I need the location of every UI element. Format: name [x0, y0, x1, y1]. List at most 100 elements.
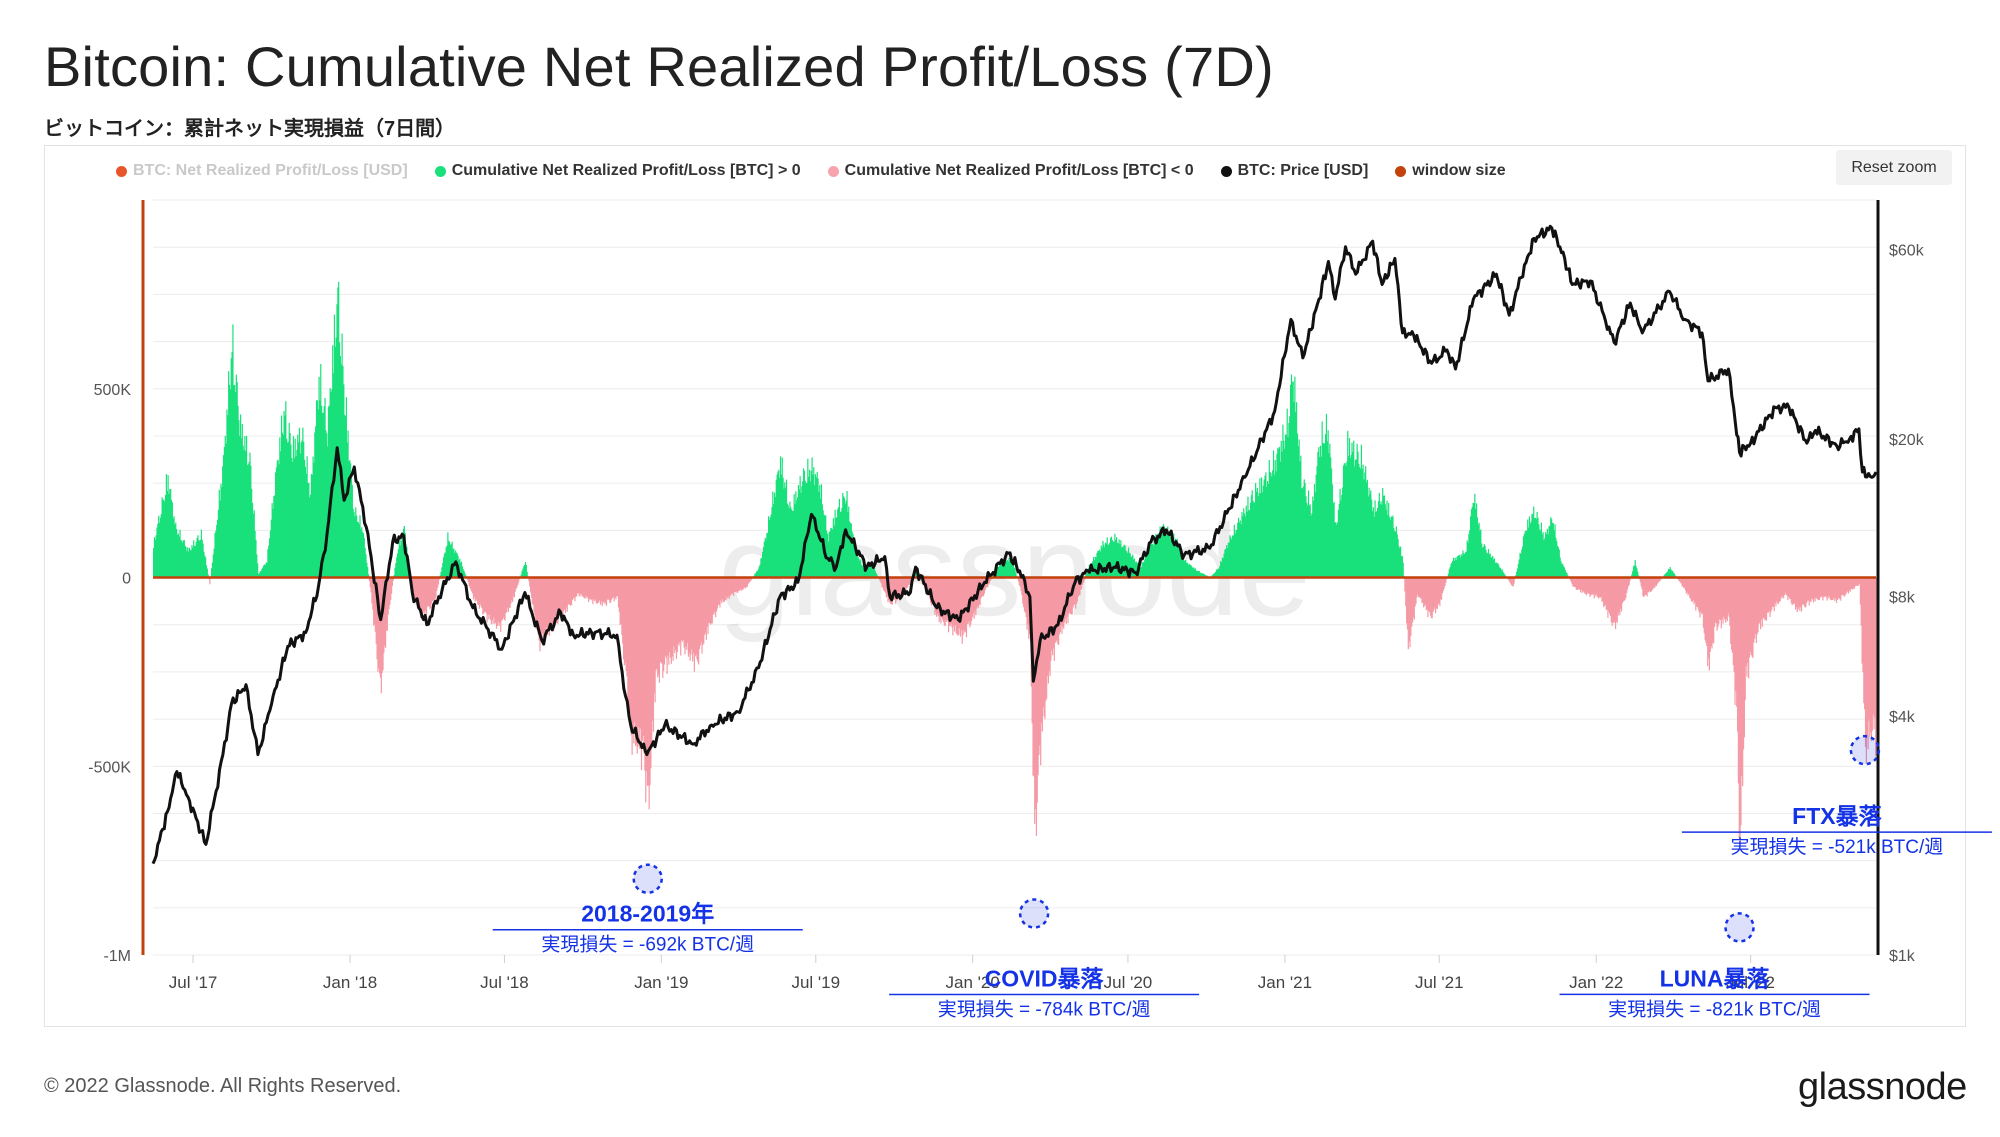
bar — [716, 577, 719, 609]
bar — [330, 392, 332, 578]
bar — [1559, 557, 1561, 578]
bar — [428, 577, 430, 607]
bar — [1870, 577, 1872, 733]
bar — [953, 577, 955, 626]
bar — [1338, 504, 1340, 578]
bar — [514, 577, 516, 592]
bar — [844, 503, 846, 578]
bar — [1465, 551, 1467, 578]
bar — [1670, 569, 1672, 578]
bar — [1409, 577, 1411, 648]
bar — [178, 536, 180, 578]
reset-zoom-button[interactable]: Reset zoom — [1836, 150, 1952, 185]
bar — [1429, 577, 1432, 616]
bar — [838, 498, 840, 578]
bar — [1572, 577, 1574, 587]
bar — [203, 551, 205, 578]
legend-item-positive[interactable]: Cumulative Net Realized Profit/Loss [BTC… — [434, 162, 801, 180]
legend-item-usd-pnl[interactable]: BTC: Net Realized Profit/Loss [USD] — [116, 162, 408, 180]
bar — [950, 577, 952, 624]
bar — [277, 459, 279, 578]
bar — [1469, 530, 1471, 578]
bar — [664, 577, 666, 656]
bar — [1625, 577, 1627, 598]
bar — [1529, 523, 1531, 578]
bar — [631, 577, 633, 755]
bar — [779, 477, 781, 578]
bar — [1193, 569, 1195, 578]
bar — [1690, 577, 1693, 602]
bar — [1852, 577, 1855, 589]
bar — [1809, 577, 1811, 602]
bar — [1590, 577, 1592, 596]
bar — [568, 577, 570, 605]
bar — [1330, 457, 1332, 578]
bar — [1622, 577, 1624, 602]
bar — [1312, 496, 1314, 578]
bar — [596, 577, 598, 604]
bar — [368, 577, 371, 582]
legend-item-price[interactable]: BTC: Price [USD] — [1220, 162, 1368, 180]
bar — [800, 493, 802, 578]
bar — [159, 517, 162, 578]
bar — [1156, 538, 1158, 578]
bar — [773, 503, 775, 578]
bar — [1380, 501, 1382, 578]
bar — [901, 577, 904, 596]
bar — [1163, 526, 1165, 578]
bar — [242, 445, 244, 578]
bar — [381, 577, 383, 673]
bar — [677, 577, 679, 645]
bar — [681, 577, 684, 642]
bar — [1779, 577, 1781, 602]
bar — [872, 567, 875, 578]
legend-item-window[interactable]: window size — [1395, 162, 1506, 180]
bar — [176, 534, 179, 578]
bar — [374, 577, 376, 632]
legend-item-negative[interactable]: Cumulative Net Realized Profit/Loss [BTC… — [827, 162, 1194, 180]
bar — [275, 467, 278, 578]
bar — [287, 442, 289, 578]
bar — [1017, 577, 1020, 582]
bar — [484, 577, 487, 612]
legend-dot-price — [1220, 165, 1232, 177]
bar — [1824, 577, 1827, 597]
bar — [1778, 577, 1780, 602]
bar — [571, 577, 574, 601]
bar — [1391, 517, 1393, 578]
bar — [521, 570, 523, 578]
bar — [772, 491, 774, 578]
bar — [506, 577, 509, 608]
bar — [863, 567, 865, 578]
bar — [1856, 577, 1858, 586]
bar — [1416, 577, 1418, 598]
bar — [1756, 577, 1758, 635]
bar — [620, 577, 622, 624]
bar — [367, 574, 370, 578]
bar — [1268, 459, 1270, 578]
bar — [513, 577, 516, 598]
bar — [460, 561, 463, 578]
bar — [1274, 459, 1276, 578]
bar — [883, 577, 886, 592]
bar — [276, 460, 278, 578]
bar — [262, 567, 264, 578]
bar — [684, 577, 686, 655]
bar — [1203, 573, 1205, 578]
bar — [1523, 533, 1525, 578]
bar — [669, 577, 671, 653]
bar — [1787, 577, 1789, 601]
bar — [1266, 486, 1268, 578]
bar — [1765, 577, 1767, 620]
bar — [285, 401, 287, 578]
bar — [988, 577, 991, 584]
bar — [817, 478, 819, 578]
bar — [547, 577, 549, 635]
bar — [279, 437, 281, 578]
bar — [1742, 577, 1745, 750]
bar — [1342, 465, 1345, 578]
bar — [302, 427, 304, 578]
bar — [1378, 492, 1380, 578]
bar — [659, 577, 661, 663]
bar — [1005, 561, 1008, 578]
